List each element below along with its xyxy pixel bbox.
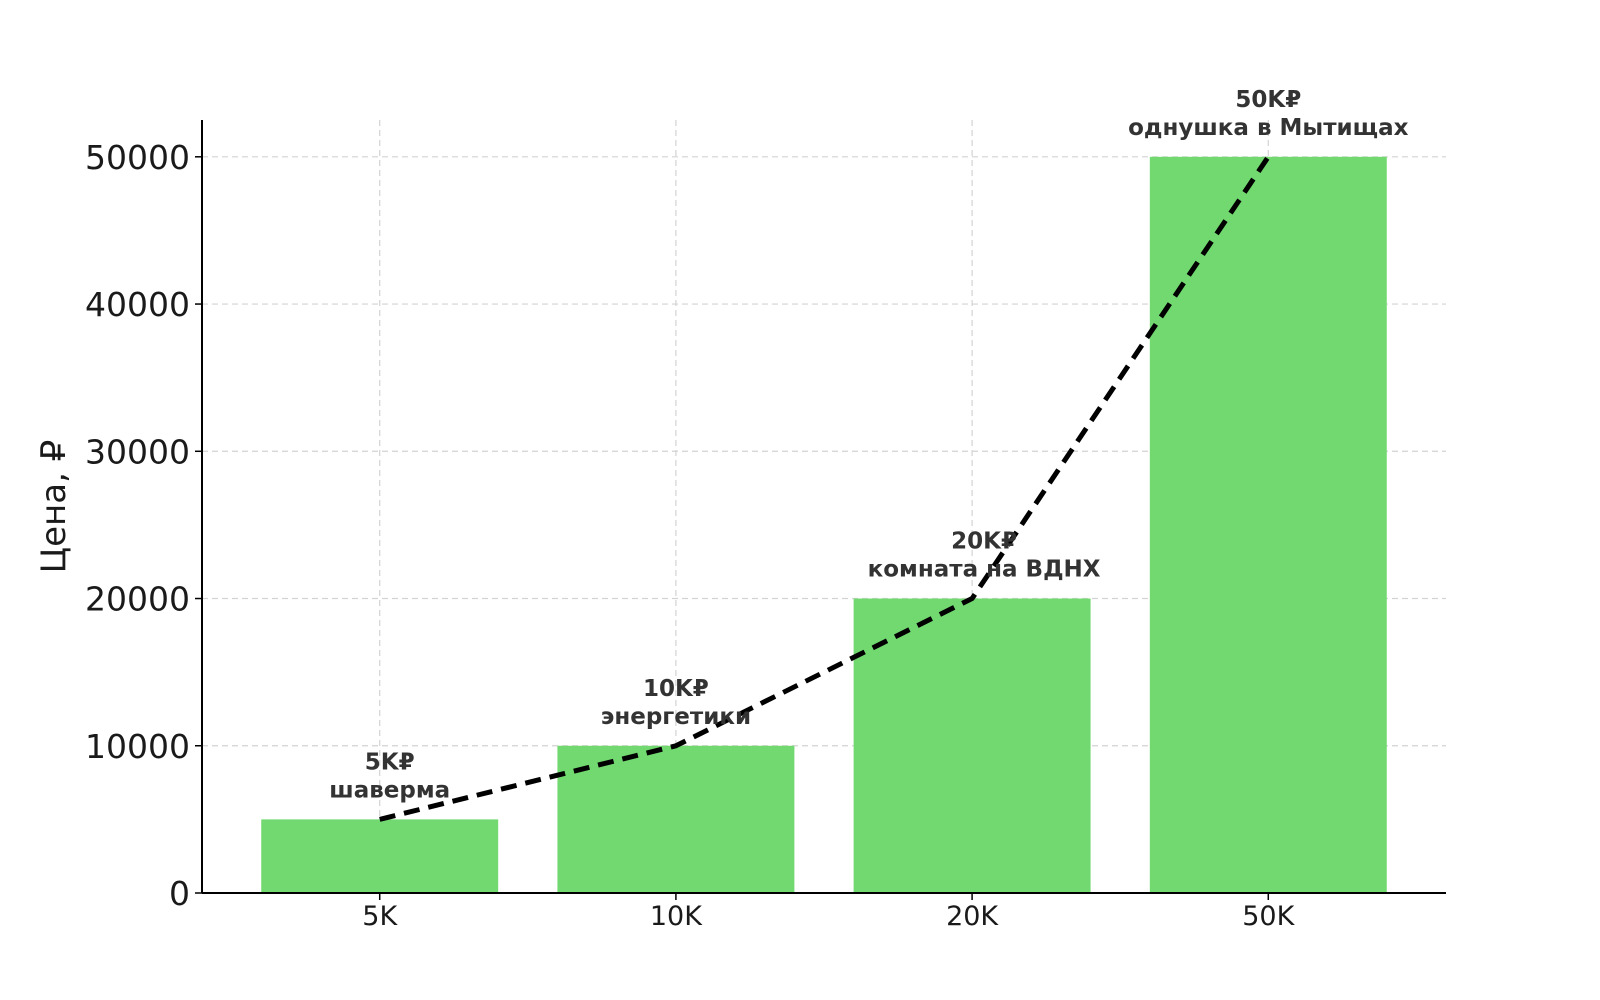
bar-value-label: 10K₽	[643, 676, 709, 702]
bar-50K	[1149, 156, 1387, 894]
bar-caption-label: энергетики	[601, 704, 751, 730]
y-tick-label: 30000	[85, 432, 190, 471]
y-tick-label: 10000	[85, 727, 190, 766]
y-axis-title: Цена, ₽	[34, 440, 74, 574]
tick-layer: 0 10000 20000 30000 40000 50000 5K 10K 20K 50K	[85, 138, 1296, 932]
bar-20K	[853, 598, 1091, 893]
bar-10K	[557, 745, 795, 893]
y-tick-label: 0	[169, 874, 190, 913]
bar-value-label: 5K₽	[365, 749, 415, 775]
x-tick-label: 10K	[650, 901, 703, 932]
bar-value-label: 20K₽	[951, 529, 1017, 555]
x-tick-label: 50K	[1242, 901, 1295, 932]
y-tick-label: 50000	[85, 138, 190, 177]
y-tick-label: 20000	[85, 580, 190, 619]
trend-line	[379, 155, 1271, 822]
bar-value-label: 50K₽	[1235, 87, 1301, 113]
x-tick-label: 20K	[946, 901, 999, 932]
x-tick-label: 5K	[362, 901, 398, 932]
bar-layer	[261, 156, 1387, 894]
axis-layer	[201, 120, 1446, 894]
bar-caption-label: комната на ВДНХ	[868, 557, 1101, 583]
bar-5K	[261, 819, 499, 893]
bar-caption-label: однушка в Мытищах	[1128, 115, 1408, 141]
trend-line-layer	[379, 155, 1271, 822]
y-tick-label: 40000	[85, 285, 190, 324]
bar-label-layer: 5K₽шаверма 10K₽энергетики 20K₽комната на В…	[329, 87, 1408, 804]
bar-caption-label: шаверма	[329, 777, 450, 803]
